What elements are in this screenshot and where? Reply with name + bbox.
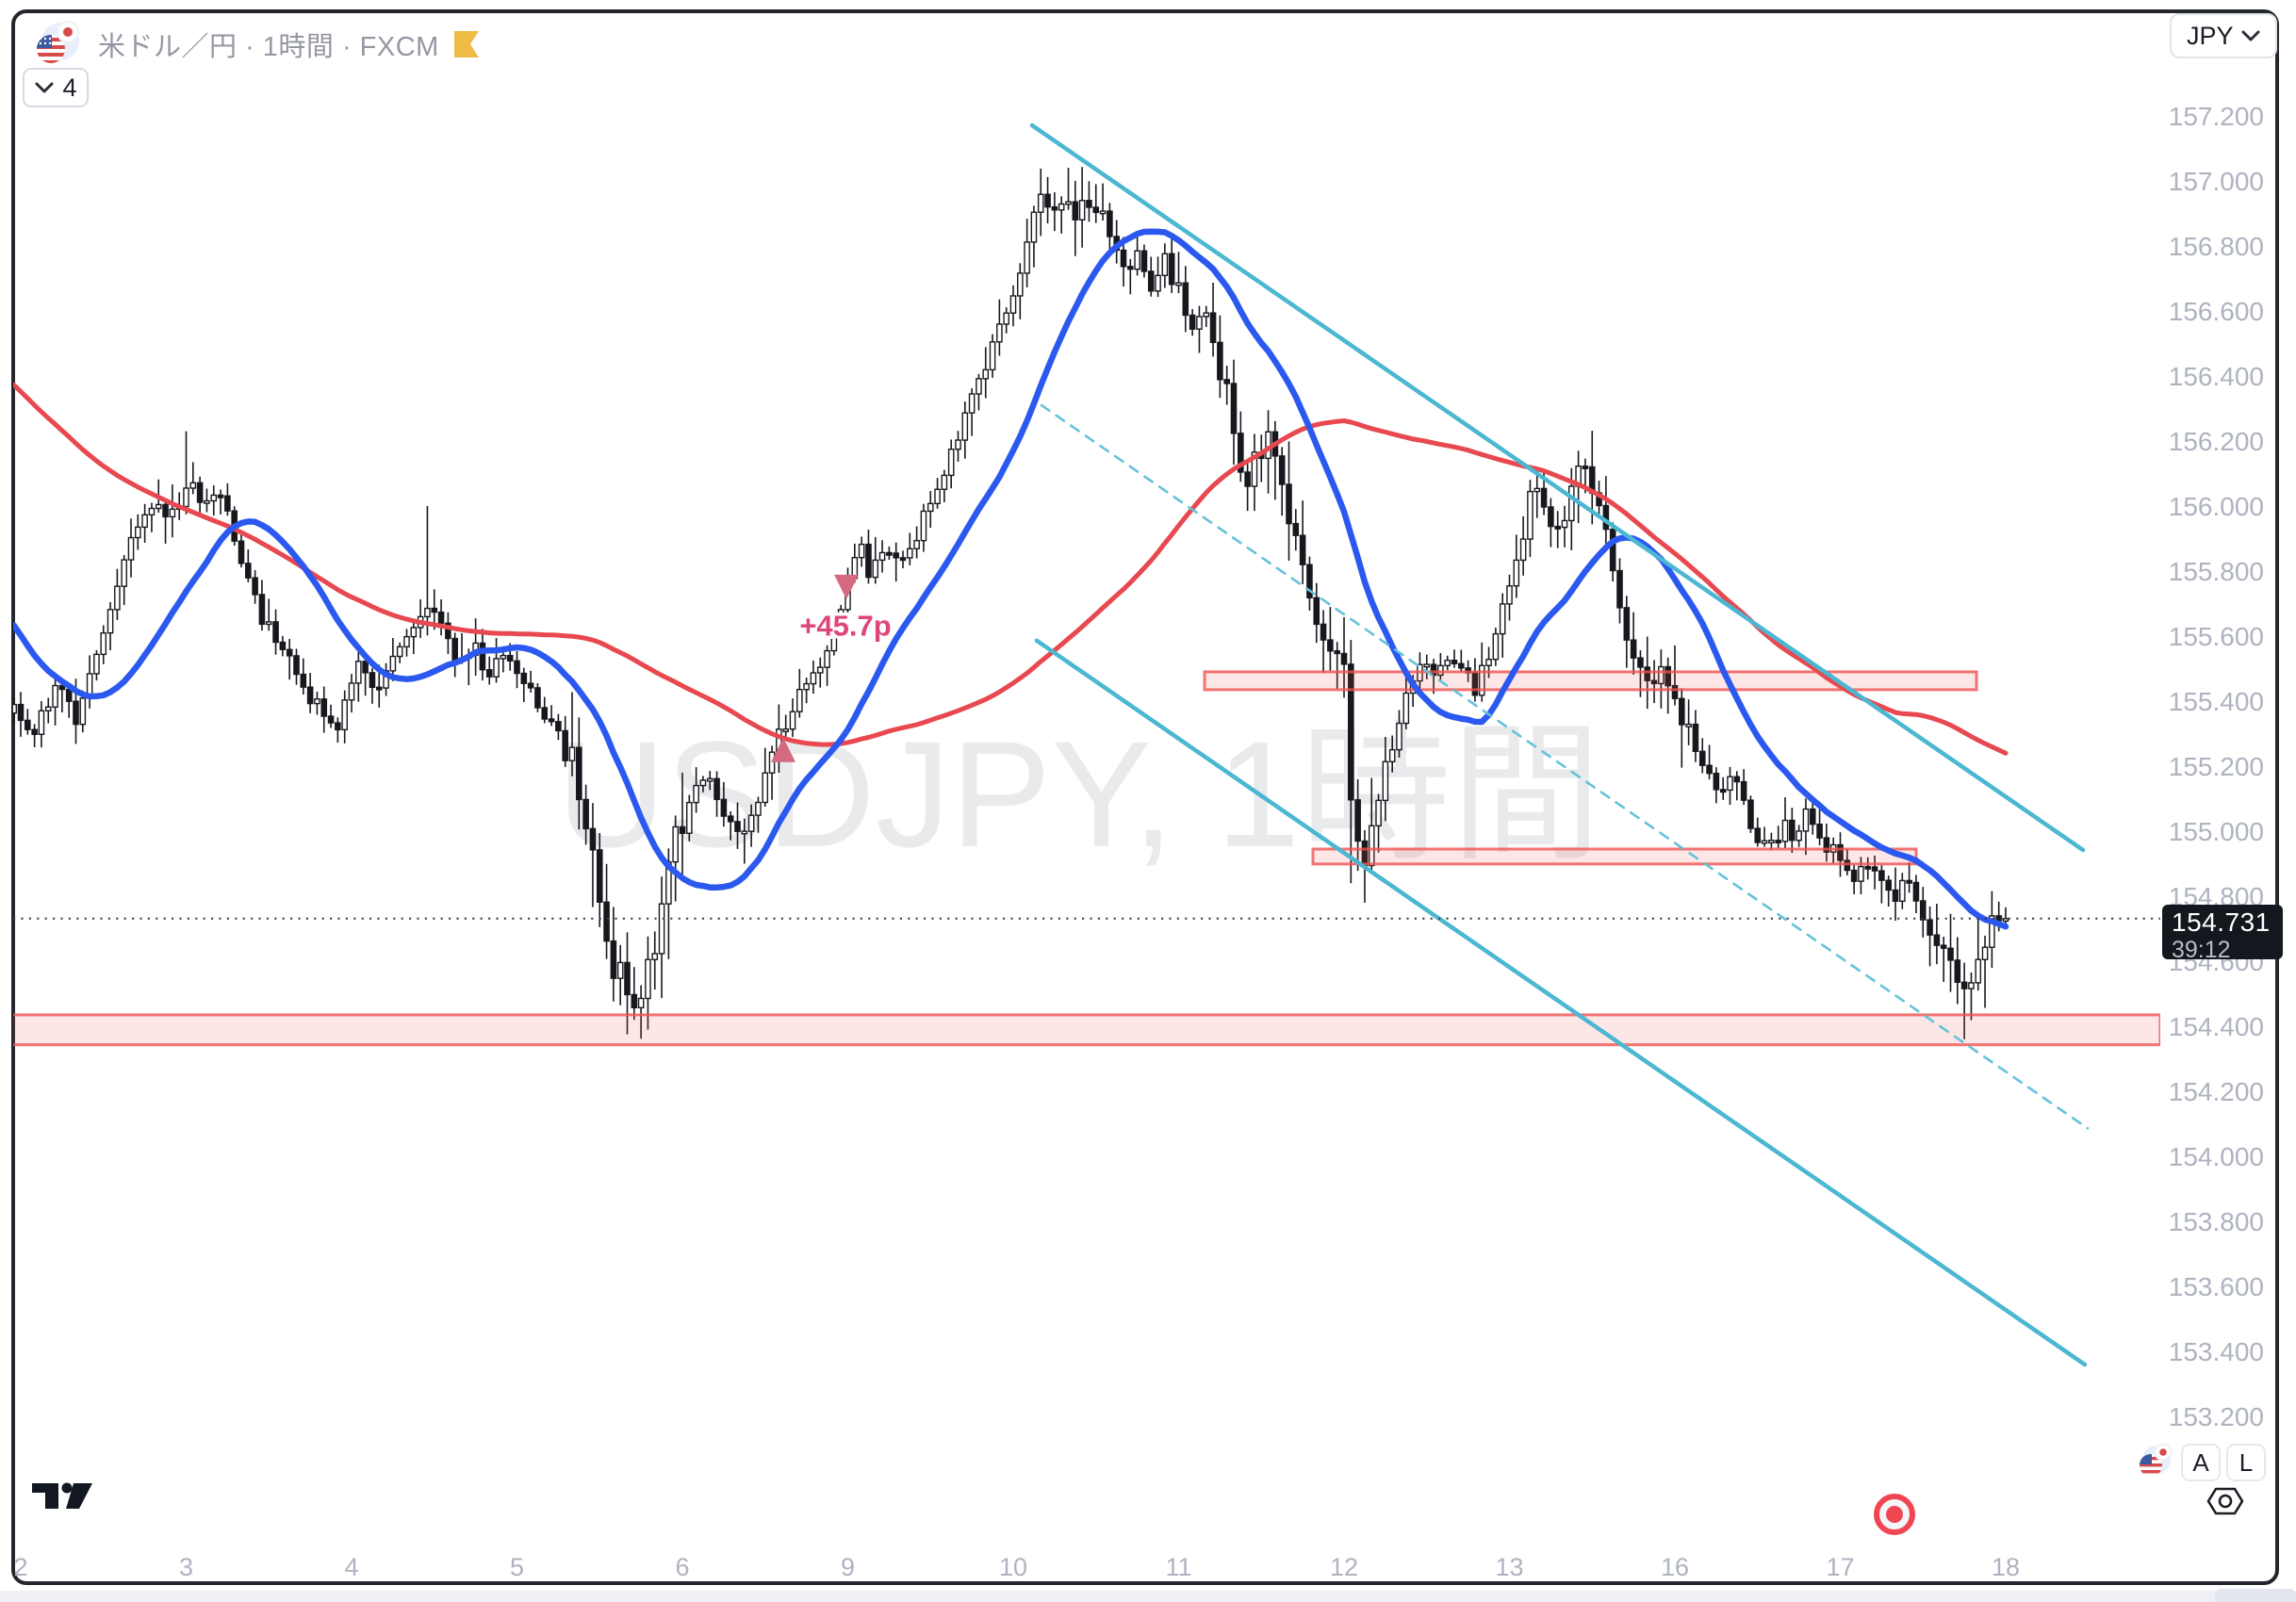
buy-arrow-icon[interactable]	[771, 737, 795, 762]
candles-series[interactable]	[11, 167, 2009, 1039]
time-tick-label: 9	[841, 1553, 855, 1581]
price-tick-label: 155.400	[2169, 687, 2264, 716]
chevron-down-icon	[2241, 30, 2260, 41]
time-tick-label: 5	[510, 1553, 524, 1581]
object-tree-count: 4	[62, 73, 77, 102]
auto-scale-label: A	[2192, 1447, 2209, 1477]
price-tick-label: 156.400	[2169, 362, 2264, 391]
last-price-badge[interactable]: 154.731 39:12	[2162, 905, 2283, 963]
price-tick-label: 154.200	[2169, 1077, 2264, 1106]
support-zone-154.40[interactable]	[11, 1013, 2160, 1047]
currency-unit-dropdown[interactable]: JPY	[2170, 13, 2277, 58]
time-tick-label: 10	[999, 1553, 1027, 1581]
price-tick-label: 153.200	[2169, 1402, 2264, 1431]
price-tick-label: 154.000	[2169, 1142, 2264, 1171]
sell-arrow-icon[interactable]	[834, 574, 859, 599]
price-tick-label: 156.200	[2169, 427, 2264, 456]
outer-bottom-strip	[0, 1591, 2296, 1602]
log-scale-button[interactable]: L	[2226, 1444, 2266, 1481]
trade-profit-label: +45.7p	[799, 610, 891, 643]
time-tick-label: 4	[344, 1553, 358, 1581]
price-tick-label: 157.200	[2169, 102, 2264, 131]
symbol-header[interactable]: 米ドル／円 · 1時間 · FXCM	[25, 17, 481, 72]
resistance-zone-155.45[interactable]	[1203, 670, 1978, 692]
price-tick-label: 157.000	[2169, 167, 2264, 196]
tradingview-logo[interactable]	[26, 1459, 102, 1515]
price-tick-label: 155.200	[2169, 752, 2264, 781]
ma-slow-red[interactable]	[13, 382, 2009, 756]
resistance-zone-154.92[interactable]	[1311, 847, 1918, 866]
price-tick-label: 153.400	[2169, 1337, 2264, 1366]
time-tick-label: 12	[1330, 1553, 1358, 1581]
bookmark-flag-icon[interactable]	[452, 29, 481, 59]
us-jp-flag-icon	[37, 21, 79, 63]
chart-pane-border	[11, 9, 2279, 1585]
record-dot-icon	[1886, 1506, 1903, 1523]
price-axis[interactable]: 157.200 157.000 156.800 156.600 156.400 156.2…	[2169, 102, 2264, 1431]
record-button[interactable]	[1874, 1494, 1915, 1535]
ma-fast-blue[interactable]	[13, 228, 2009, 930]
us-jp-flag-small-icon[interactable]	[2128, 1442, 2177, 1485]
object-tree-count-button[interactable]: 4	[23, 68, 89, 107]
symbol-title[interactable]: 米ドル／円 · 1時間 · FXCM	[98, 32, 439, 62]
auto-scale-button[interactable]: A	[2181, 1444, 2221, 1481]
time-tick-label: 11	[1165, 1553, 1191, 1581]
currency-unit-label: JPY	[2187, 21, 2234, 50]
time-axis[interactable]: 2 3 4 5 6 9 10 11 12 13 16 17 18	[13, 1553, 2020, 1581]
channel-mid-dashed-line[interactable]	[1040, 403, 2090, 1130]
time-tick-label: 13	[1495, 1553, 1523, 1581]
price-tick-label: 154.400	[2169, 1012, 2264, 1041]
channel-lower-line[interactable]	[1034, 638, 2088, 1367]
time-tick-label: 16	[1661, 1553, 1689, 1581]
price-tick-label: 153.600	[2169, 1272, 2264, 1301]
time-tick-label: 2	[13, 1553, 27, 1581]
price-tick-label: 153.800	[2169, 1207, 2264, 1236]
log-scale-label: L	[2239, 1447, 2254, 1477]
time-tick-label: 6	[675, 1553, 689, 1581]
price-tick-label: 156.600	[2169, 297, 2264, 326]
plot-area[interactable]: USDJPY, 1時間+45.7p	[11, 123, 2160, 1367]
chevron-down-icon	[35, 82, 54, 93]
time-tick-label: 3	[179, 1553, 193, 1581]
price-tick-label: 156.800	[2169, 232, 2264, 261]
time-tick-label: 17	[1826, 1553, 1854, 1581]
last-price-value: 154.731	[2172, 907, 2271, 937]
price-tick-label: 155.000	[2169, 817, 2264, 846]
bar-close-countdown: 39:12	[2172, 937, 2231, 963]
outer-bottom-tab[interactable]	[2215, 1589, 2296, 1602]
price-tick-label: 155.600	[2169, 622, 2264, 651]
price-tick-label: 155.800	[2169, 557, 2264, 586]
channel-upper-line[interactable]	[1029, 123, 2086, 853]
price-tick-label: 156.000	[2169, 492, 2264, 521]
time-tick-label: 18	[1992, 1553, 2020, 1581]
price-scale-settings-icon[interactable]	[2206, 1483, 2245, 1519]
